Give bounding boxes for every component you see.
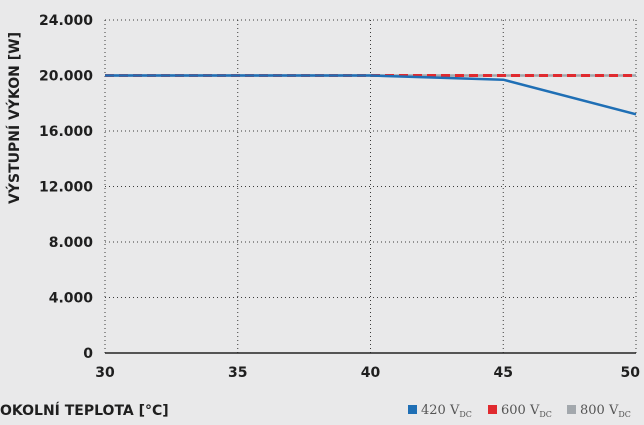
y-tick-label: 12.000 <box>39 180 93 196</box>
y-tick-label: 0 <box>83 346 93 362</box>
series-layer <box>105 74 637 116</box>
y-axis-title: VÝSTUPNÍ VÝKON [W] <box>5 32 23 204</box>
grid <box>104 19 637 354</box>
legend-swatch <box>488 405 497 414</box>
series-line-0 <box>105 74 637 116</box>
legend-label: 800 VDC <box>580 403 631 419</box>
legend-label-subscript: DC <box>459 410 472 419</box>
x-tick-label: 40 <box>361 365 381 381</box>
legend-swatch <box>567 405 576 414</box>
x-axis-title: OKOLNÍ TEPLOTA [°C] <box>0 402 169 419</box>
legend-label: 600 VDC <box>501 403 552 419</box>
legend-label: 420 VDC <box>421 403 472 419</box>
y-tick-label: 24.000 <box>39 13 93 29</box>
y-tick-label: 4.000 <box>49 291 94 307</box>
y-tick-label: 20.000 <box>39 69 93 85</box>
legend-label-subscript: DC <box>539 410 552 419</box>
tick-labels: 0 4.000 8.000 12.000 16.000 20.000 24.000 30 35 4… <box>39 13 640 381</box>
x-tick-label: 50 <box>621 365 641 381</box>
legend-swatch <box>408 405 417 414</box>
legend-label-subscript: DC <box>618 410 631 419</box>
x-tick-label: 45 <box>494 365 513 381</box>
legend: 420 VDC 600 VDC 800 VDC <box>408 403 631 419</box>
x-tick-label: 35 <box>228 365 247 381</box>
x-tick-label: 30 <box>95 365 115 381</box>
y-tick-label: 8.000 <box>49 235 94 251</box>
y-tick-label: 16.000 <box>39 124 93 140</box>
